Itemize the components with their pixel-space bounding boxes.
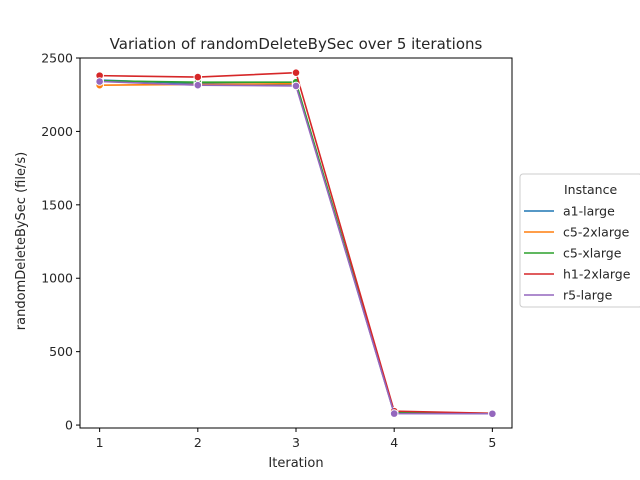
y-tick-label: 1000: [41, 271, 73, 286]
legend: Instance a1-large c5-2xlarge c5-xlarge h1-2…: [519, 173, 640, 308]
data-point: [291, 81, 301, 91]
axes-frame: [79, 57, 513, 429]
x-tick-label: 1: [96, 435, 104, 450]
y-tick-label: 2500: [41, 51, 73, 66]
y-tick-label: 2000: [41, 124, 73, 139]
chart-title: Variation of randomDeleteBySec over 5 it…: [110, 35, 483, 53]
legend-title: Instance: [564, 182, 617, 197]
y-tick-label: 1500: [41, 197, 73, 212]
legend-label: a1-large: [563, 204, 615, 219]
x-axis-title: Iteration: [268, 456, 323, 471]
x-tick-label: 2: [194, 435, 202, 450]
data-point: [291, 68, 301, 77]
legend-label: c5-xlarge: [563, 246, 622, 261]
y-tick-label: 0: [65, 418, 73, 433]
legend-label: r5-large: [563, 288, 613, 303]
x-tick-label: 3: [292, 435, 300, 450]
plot-area: 0 500 1000 1500 2000 2500 1 2 3 4 5: [41, 51, 513, 450]
x-tick-label: 4: [390, 435, 398, 450]
data-point: [193, 72, 203, 82]
data-point: [488, 409, 497, 419]
y-tick-label: 500: [49, 344, 73, 359]
x-tick-label: 5: [488, 435, 496, 450]
data-point: [389, 409, 399, 418]
legend-label: h1-2xlarge: [563, 267, 631, 282]
data-point: [95, 77, 104, 86]
data-point: [193, 80, 203, 90]
legend-label: c5-2xlarge: [563, 225, 630, 240]
y-axis-title: randomDeleteBySec (file/s): [14, 152, 29, 330]
series-r5-large: [95, 77, 497, 419]
